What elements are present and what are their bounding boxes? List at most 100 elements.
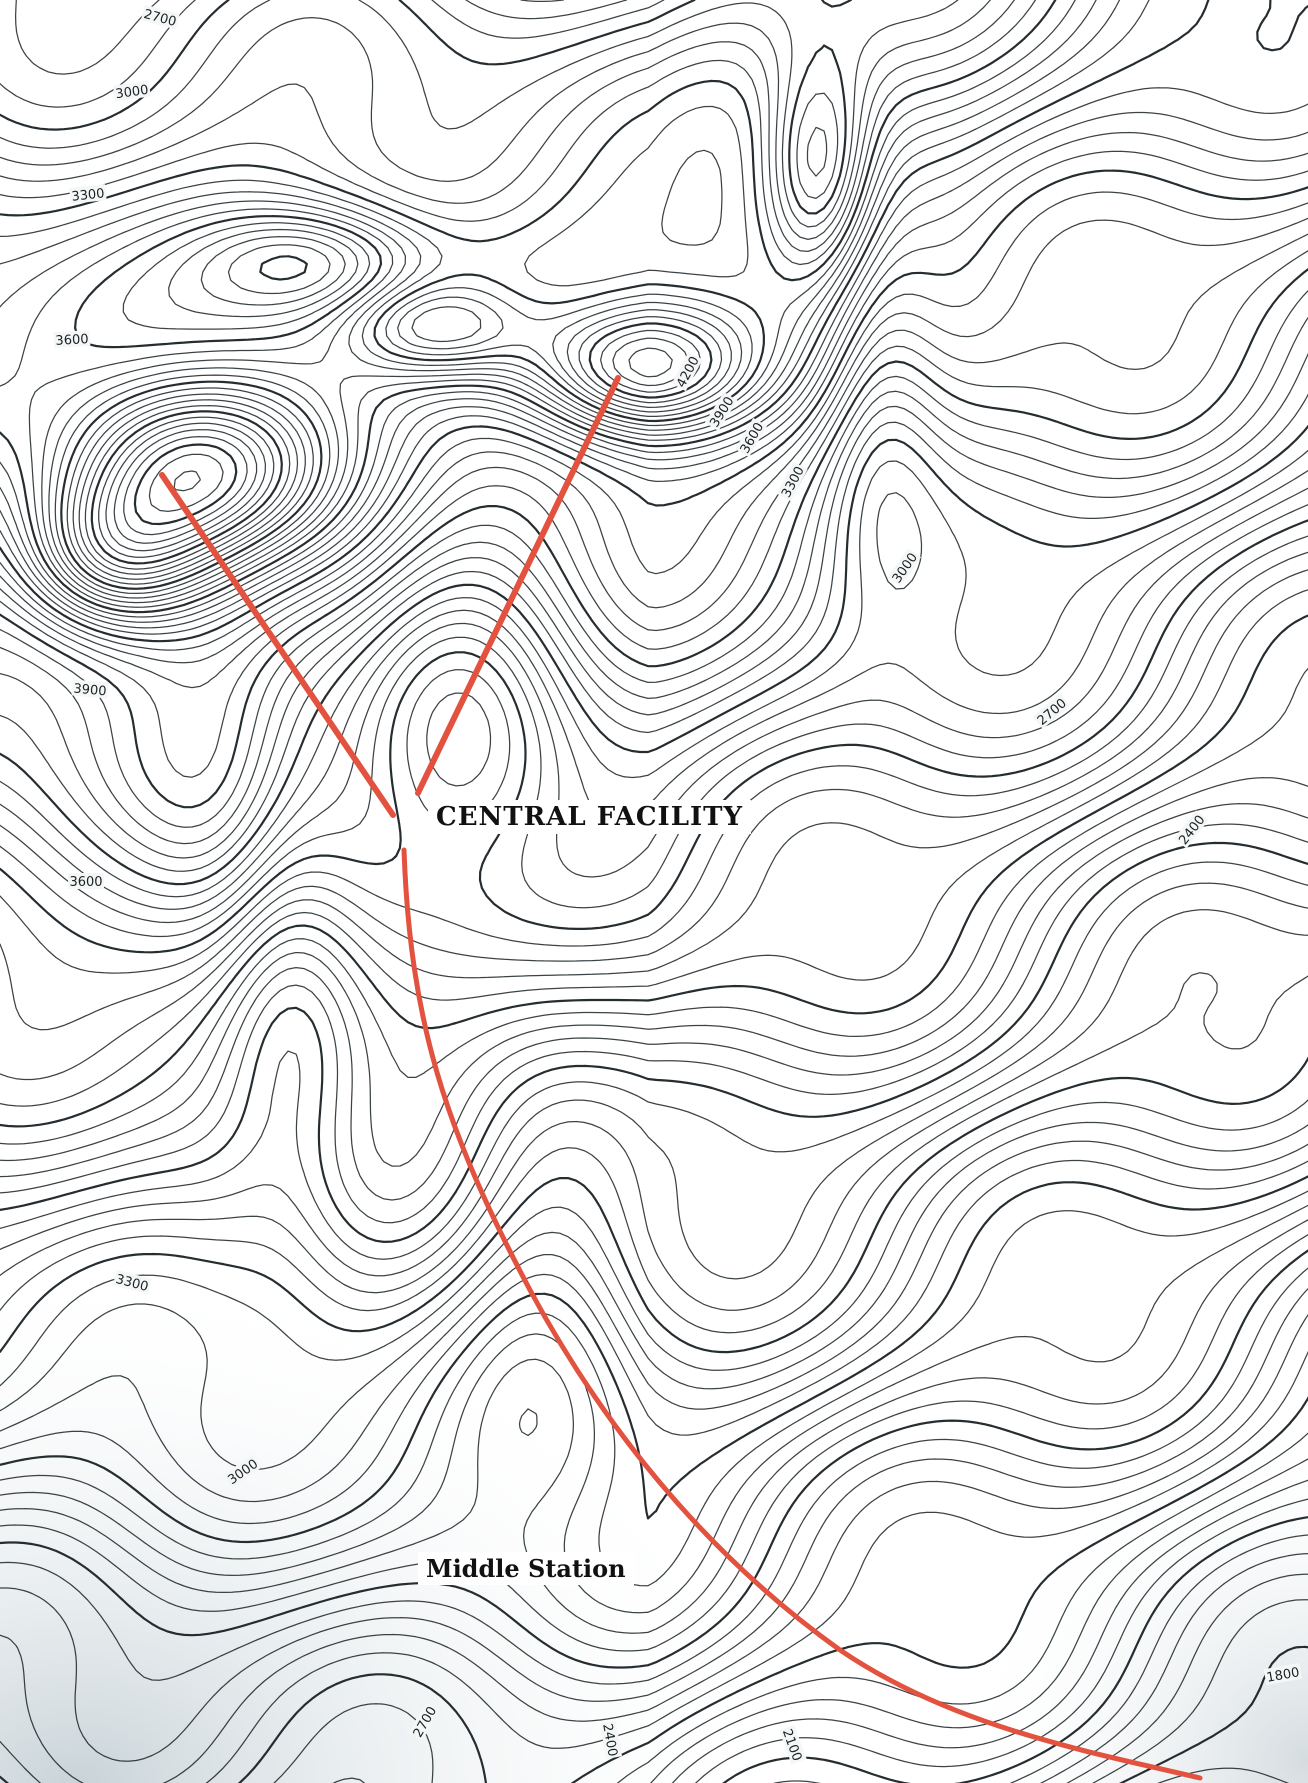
elevation-label-background — [69, 184, 107, 204]
elevation-label: 3900 — [71, 679, 109, 699]
contour-line — [148, 453, 224, 513]
route-west-branch — [159, 472, 396, 818]
elevation-labels: 2700300033003600390036004200390036003300… — [53, 4, 1302, 1765]
elevation-label-background — [408, 1701, 441, 1742]
contour-line — [0, 614, 1308, 1128]
elevation-label: 3000 — [112, 80, 151, 102]
contour-line — [0, 519, 1308, 954]
contour-line — [0, 424, 1308, 886]
contour-line — [0, 1396, 1308, 1783]
contour-line — [0, 150, 1308, 635]
contour-line — [0, 1219, 1308, 1634]
contour-line — [0, 131, 1308, 629]
contour-line — [0, 882, 1308, 1280]
elevation-label: 1800 — [1263, 1663, 1302, 1686]
contour-line — [113, 0, 673, 544]
contour-line — [0, 1267, 1308, 1685]
contour-line — [0, 1313, 1308, 1783]
contour-line — [1119, 1645, 1308, 1783]
contour-line — [0, 191, 1308, 651]
elevation-label-text: 1800 — [1265, 1665, 1300, 1686]
contour-line — [0, 0, 1150, 608]
contour-line — [0, 861, 1308, 1260]
contour-line — [0, 776, 1308, 1167]
contour-line — [0, 802, 1308, 1201]
contour-line — [0, 449, 1308, 898]
contour-line — [0, 233, 1308, 689]
elevation-label-background — [1032, 693, 1071, 729]
contour-line — [0, 569, 1308, 1081]
elevation-label-background — [776, 461, 808, 502]
contour-line — [0, 909, 1308, 1311]
elevation-label-background — [599, 1720, 622, 1759]
contour-line — [0, 0, 1015, 580]
contour-line — [0, 267, 1308, 809]
contour-line — [0, 0, 1057, 590]
route-main-line — [401, 847, 1203, 1781]
contour-line — [0, 316, 1308, 845]
contour-line — [0, 393, 1308, 872]
contour-line — [0, 1121, 1308, 1471]
elevation-label: 3600 — [53, 330, 91, 349]
contour-line — [0, 217, 1308, 664]
contour-line — [0, 0, 1308, 614]
contour-line — [0, 589, 1308, 1107]
elevation-label-background — [671, 351, 703, 392]
contour-line — [0, 841, 1308, 1243]
contour-line — [133, 443, 238, 526]
contour-line — [0, 289, 1308, 828]
contour-line — [0, 0, 839, 558]
contour-line — [0, 1056, 1308, 1354]
middle-station-label: Middle Station — [418, 1552, 634, 1585]
contour-line — [0, 1190, 1308, 1587]
shading-bottom-right — [800, 1300, 1308, 1783]
contour-line — [0, 551, 1308, 1031]
route-east-branch — [415, 375, 621, 796]
elevation-label-background — [112, 1269, 152, 1295]
elevation-label-text: 3600 — [69, 875, 102, 890]
contour-line — [0, 1140, 1308, 1503]
contour-line — [0, 87, 1308, 618]
elevation-label-background — [53, 330, 91, 348]
contour-line — [722, 1516, 1308, 1783]
elevation-label-background — [68, 873, 104, 889]
contour-line — [1092, 1599, 1308, 1783]
contour-line — [0, 1175, 1308, 1544]
elevation-label-background — [1173, 810, 1209, 849]
elevation-label-text: 2400 — [599, 1722, 620, 1757]
elevation-label-background — [1263, 1663, 1302, 1686]
contour-line — [772, 1534, 1308, 1783]
contour-line — [0, 1234, 1308, 1652]
elevation-label-background — [779, 1725, 807, 1765]
contour-line — [0, 0, 959, 570]
contour-line — [671, 1479, 1308, 1783]
contour-line — [0, 1287, 1308, 1762]
contour-line — [0, 0, 1121, 604]
elevation-label-background — [71, 679, 109, 699]
elevation-label-background — [735, 417, 768, 458]
elevation-label-background — [112, 80, 151, 102]
elevation-label-background — [887, 548, 922, 587]
elevation-label: 2400 — [599, 1720, 622, 1759]
elevation-label-background — [223, 1454, 262, 1489]
contour-line — [332, 1458, 1308, 1783]
contour-line — [0, 0, 852, 565]
contour-line — [173, 470, 201, 492]
contour-line — [0, 667, 1308, 1145]
contour-line — [273, 1432, 1308, 1783]
elevation-label-text: 3600 — [55, 332, 89, 349]
contour-line — [0, 1159, 1308, 1525]
contour-line — [1066, 1573, 1308, 1783]
contour-line — [0, 1350, 1308, 1783]
elevation-label-text: 3300 — [71, 186, 105, 204]
contour-line — [0, 0, 1037, 585]
elevation-label: 3300 — [69, 184, 107, 205]
elevation-label: 3600 — [68, 873, 104, 890]
elevation-label-background — [704, 391, 738, 431]
elevation-label-background — [140, 4, 180, 30]
elevation-label-text: 3000 — [115, 83, 150, 102]
contour-line — [0, 972, 1308, 1334]
